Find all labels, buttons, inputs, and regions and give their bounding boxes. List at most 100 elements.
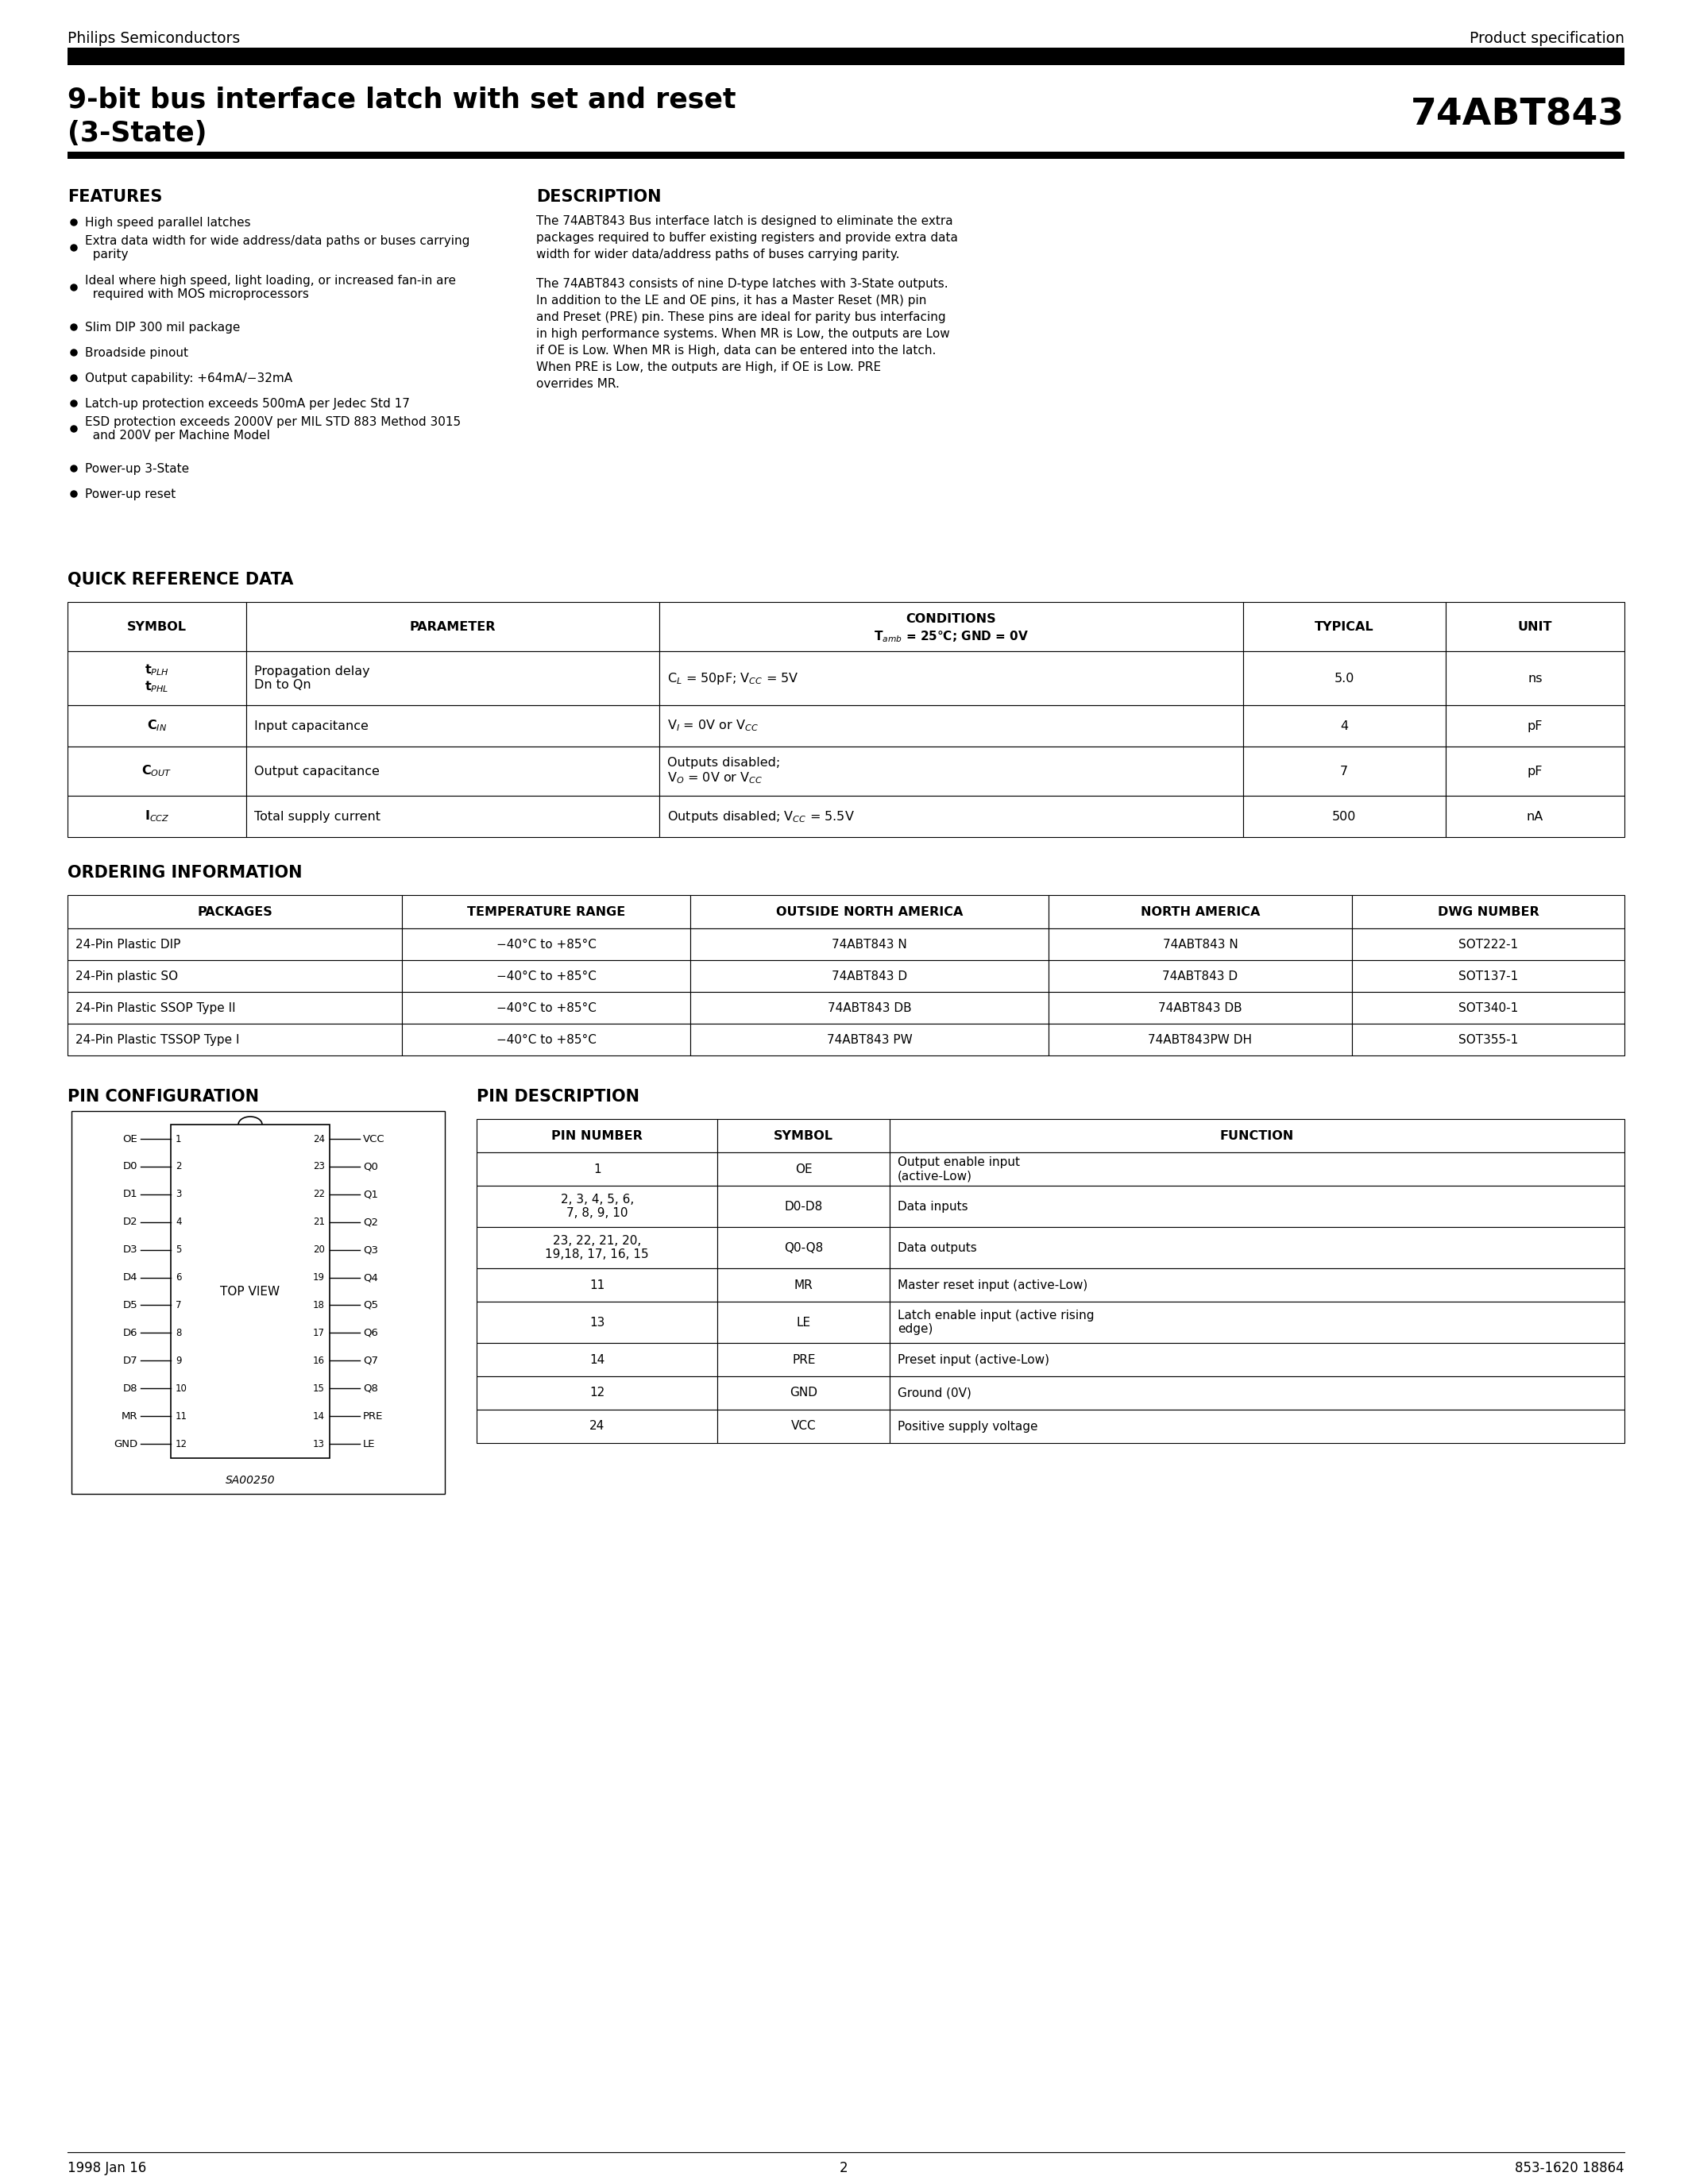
Text: The 74ABT843 Bus interface latch is designed to eliminate the extra: The 74ABT843 Bus interface latch is desi… [537,214,954,227]
Bar [476,1302,717,1343]
Text: 22: 22 [312,1188,324,1199]
Bar [658,795,1242,836]
Text: Master reset input (active-Low): Master reset input (active-Low) [898,1280,1087,1291]
Bar [1445,795,1624,836]
Text: 2, 3, 4, 5, 6,
7, 8, 9, 10: 2, 3, 4, 5, 6, 7, 8, 9, 10 [560,1192,633,1219]
Text: Slim DIP 300 mil package: Slim DIP 300 mil package [84,321,240,334]
Bar [1242,651,1445,705]
Text: 21: 21 [312,1216,324,1227]
Bar [717,1343,890,1376]
Text: PRE: PRE [792,1354,815,1365]
Bar [476,1343,717,1376]
Text: Total supply current: Total supply current [255,810,381,823]
Text: ORDERING INFORMATION: ORDERING INFORMATION [68,865,302,880]
Bar [717,1302,890,1343]
Text: SOT222-1: SOT222-1 [1458,939,1518,950]
Text: NORTH AMERICA: NORTH AMERICA [1141,906,1259,917]
Bar [68,48,1624,66]
Text: PARAMETER: PARAMETER [410,620,496,633]
Text: FUNCTION: FUNCTION [1220,1129,1295,1142]
Text: Q0-Q8: Q0-Q8 [785,1243,824,1254]
Text: 20: 20 [312,1245,324,1256]
Circle shape [71,376,78,382]
Text: 16: 16 [312,1356,324,1365]
Bar [890,1343,1624,1376]
Text: 74ABT843 D: 74ABT843 D [832,970,906,983]
Bar [658,603,1242,651]
Text: Latch-up protection exceeds 500mA per Jedec Std 17: Latch-up protection exceeds 500mA per Je… [84,397,410,408]
Text: LE: LE [797,1317,810,1328]
Bar [476,1186,717,1227]
Text: 2: 2 [176,1162,182,1173]
Text: 13: 13 [589,1317,604,1328]
Circle shape [71,349,78,356]
Circle shape [71,465,78,472]
Bar [246,651,658,705]
Bar [1352,1024,1624,1055]
Text: nA: nA [1526,810,1543,823]
Text: CONDITIONS: CONDITIONS [906,614,996,625]
Text: D5: D5 [123,1299,137,1310]
Bar [890,1269,1624,1302]
Bar [68,992,402,1024]
Text: 15: 15 [312,1382,324,1393]
Bar [246,795,658,836]
Bar [246,705,658,747]
Text: 24-Pin Plastic DIP: 24-Pin Plastic DIP [76,939,181,950]
Bar [717,1376,890,1409]
Bar [658,747,1242,795]
Text: −40°C to +85°C: −40°C to +85°C [496,939,596,950]
Text: Output capacitance: Output capacitance [255,764,380,778]
Text: 19: 19 [312,1273,324,1282]
Text: SOT340-1: SOT340-1 [1458,1002,1518,1013]
Circle shape [71,323,78,330]
Text: Positive supply voltage: Positive supply voltage [898,1420,1038,1433]
Bar [1242,795,1445,836]
Text: 5: 5 [176,1245,181,1256]
Text: 1998 Jan 16: 1998 Jan 16 [68,2160,147,2175]
Text: D3: D3 [123,1245,137,1256]
Text: T$_{amb}$ = 25°C; GND = 0V: T$_{amb}$ = 25°C; GND = 0V [873,629,1028,644]
Bar [68,151,1624,159]
Text: 11: 11 [589,1280,604,1291]
Text: V$_I$ = 0V or V$_{CC}$: V$_I$ = 0V or V$_{CC}$ [667,719,758,734]
Text: MR: MR [122,1411,137,1422]
Text: 853-1620 18864: 853-1620 18864 [1516,2160,1624,2175]
Text: ns: ns [1528,673,1543,684]
Text: High speed parallel latches: High speed parallel latches [84,216,252,229]
Bar [1352,928,1624,961]
Bar [890,1409,1624,1444]
Text: 74ABT843 DB: 74ABT843 DB [1158,1002,1242,1013]
Text: PRE: PRE [363,1411,383,1422]
Text: TEMPERATURE RANGE: TEMPERATURE RANGE [468,906,626,917]
Bar [476,1227,717,1269]
Text: 9-bit bus interface latch with set and reset: 9-bit bus interface latch with set and r… [68,85,736,114]
Bar [890,1118,1624,1153]
Bar [1445,603,1624,651]
Bar [1242,747,1445,795]
Text: Preset input (active-Low): Preset input (active-Low) [898,1354,1050,1365]
Text: 5.0: 5.0 [1334,673,1354,684]
Text: Ground (0V): Ground (0V) [898,1387,972,1400]
Bar [890,1153,1624,1186]
Bar [1445,747,1624,795]
Bar [690,928,1048,961]
Bar [1048,928,1352,961]
Text: 17: 17 [312,1328,324,1339]
Text: 23, 22, 21, 20,
19,18, 17, 16, 15: 23, 22, 21, 20, 19,18, 17, 16, 15 [545,1234,648,1260]
Text: 74ABT843 PW: 74ABT843 PW [827,1033,912,1046]
Bar [1445,651,1624,705]
Text: 74ABT843 DB: 74ABT843 DB [827,1002,912,1013]
Text: 74ABT843PW DH: 74ABT843PW DH [1148,1033,1252,1046]
Text: 1: 1 [176,1133,182,1144]
Bar [717,1409,890,1444]
Text: 24: 24 [589,1420,604,1433]
Bar [68,795,246,836]
Text: Data outputs: Data outputs [898,1243,977,1254]
Circle shape [71,400,78,406]
Circle shape [71,284,78,290]
Text: PIN CONFIGURATION: PIN CONFIGURATION [68,1090,258,1105]
Bar [402,961,690,992]
Text: Input capacitance: Input capacitance [255,721,368,732]
Bar [246,603,658,651]
